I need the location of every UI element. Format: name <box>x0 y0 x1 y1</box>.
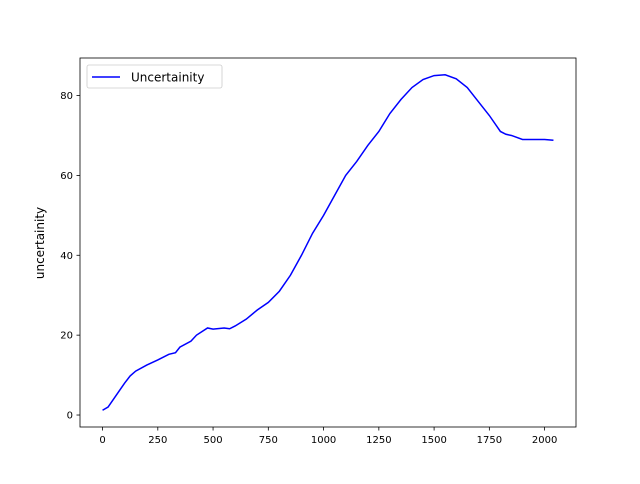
x-tick-label: 1500 <box>421 435 446 446</box>
legend: Uncertainity <box>86 64 223 89</box>
x-tick-label: 250 <box>148 435 167 446</box>
x-tick-label: 500 <box>204 435 223 446</box>
x-tick-label: 750 <box>259 435 278 446</box>
y-tick-label: 40 <box>60 251 73 262</box>
plot-frame <box>79 57 577 428</box>
y-tick-label: 60 <box>60 171 73 182</box>
legend-label: Uncertainity <box>131 71 204 85</box>
x-tick-label: 0 <box>99 435 105 446</box>
x-tick-label: 1000 <box>311 435 336 446</box>
legend-frame <box>86 64 223 89</box>
y-tick-label: 20 <box>60 331 73 342</box>
y-tick-label: 0 <box>67 411 73 422</box>
x-tick-label: 1250 <box>366 435 391 446</box>
y-tick-label: 80 <box>60 91 73 102</box>
x-tick-label: 2000 <box>532 435 557 446</box>
y-axis-label: uncertainity <box>33 207 47 279</box>
line-series <box>102 74 554 411</box>
x-tick-label: 1750 <box>477 435 502 446</box>
